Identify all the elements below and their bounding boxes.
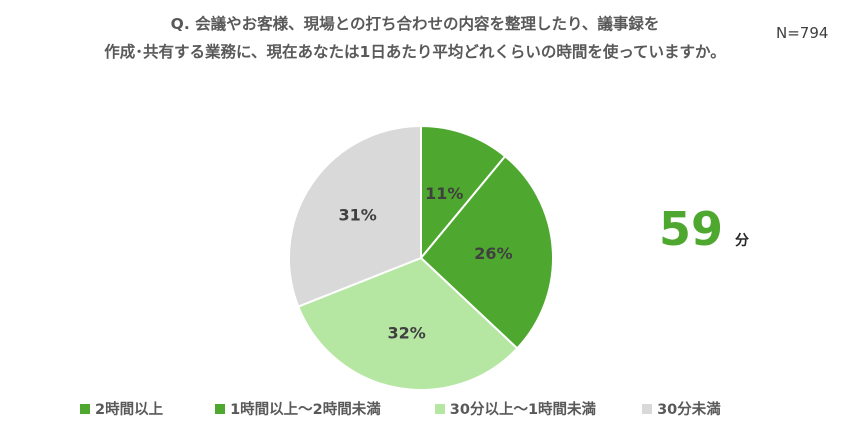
chart-title-line-1: Q. 会議やお客様、現場との打ち合わせの内容を整理したり、議事録を (170, 15, 660, 33)
pie-slice-label-3: 32% (388, 324, 426, 343)
sample-size: N=794 (776, 24, 829, 42)
chart-legend: 2時間以上 1時間以上～2時間未満 30分以上～1時間未満 30分未満 (80, 398, 773, 419)
legend-swatch-3 (434, 403, 445, 414)
chart-title-line-2: 作成･共有する業務に、現在あなたは1日あたり平均どれくらいの時間を使っていますか… (104, 43, 726, 61)
pie-slice-4 (288, 124, 422, 308)
legend-label-4: 30分未満 (657, 402, 721, 418)
legend-label-2: 1時間以上～2時間未満 (230, 402, 381, 418)
pie-slice-2 (419, 154, 554, 350)
pie-slice-label-4: 31% (339, 205, 377, 224)
pie-slice-3 (296, 256, 519, 391)
legend-label-3: 30分以上～1時間未満 (449, 402, 597, 418)
average-time-unit: 分 (735, 233, 750, 249)
legend-item-3: 30分以上～1時間未満 (434, 398, 597, 419)
average-time: 59 分 (659, 206, 749, 252)
pie-slice-1 (420, 124, 507, 261)
legend-item-4: 30分未満 (642, 398, 721, 419)
legend-item-2: 1時間以上～2時間未満 (215, 398, 381, 419)
legend-swatch-2 (215, 403, 226, 414)
pie-slice-label-1: 11% (425, 184, 463, 203)
legend-swatch-1 (80, 403, 90, 414)
chart-title: Q. 会議やお客様、現場との打ち合わせの内容を整理したり、議事録を 作成･共有す… (70, 10, 760, 66)
legend-label-1: 2時間以上 (95, 402, 164, 418)
pie-slice-label-2: 26% (474, 244, 512, 263)
legend-swatch-4 (642, 403, 653, 414)
legend-item-1: 2時間以上 (80, 398, 163, 419)
average-time-value: 59 (659, 202, 724, 256)
